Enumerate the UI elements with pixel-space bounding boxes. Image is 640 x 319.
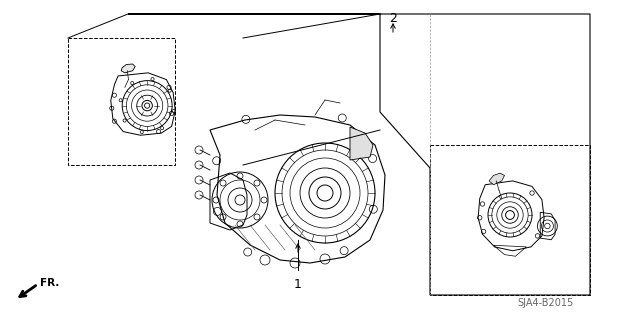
Bar <box>430 145 590 295</box>
Bar <box>68 38 175 165</box>
Text: FR.: FR. <box>40 278 60 288</box>
Polygon shape <box>121 64 135 73</box>
Text: 1: 1 <box>294 278 302 291</box>
Polygon shape <box>350 127 373 160</box>
Text: SJA4-B2015: SJA4-B2015 <box>517 298 573 308</box>
Text: 2: 2 <box>389 12 397 25</box>
Polygon shape <box>489 173 504 185</box>
